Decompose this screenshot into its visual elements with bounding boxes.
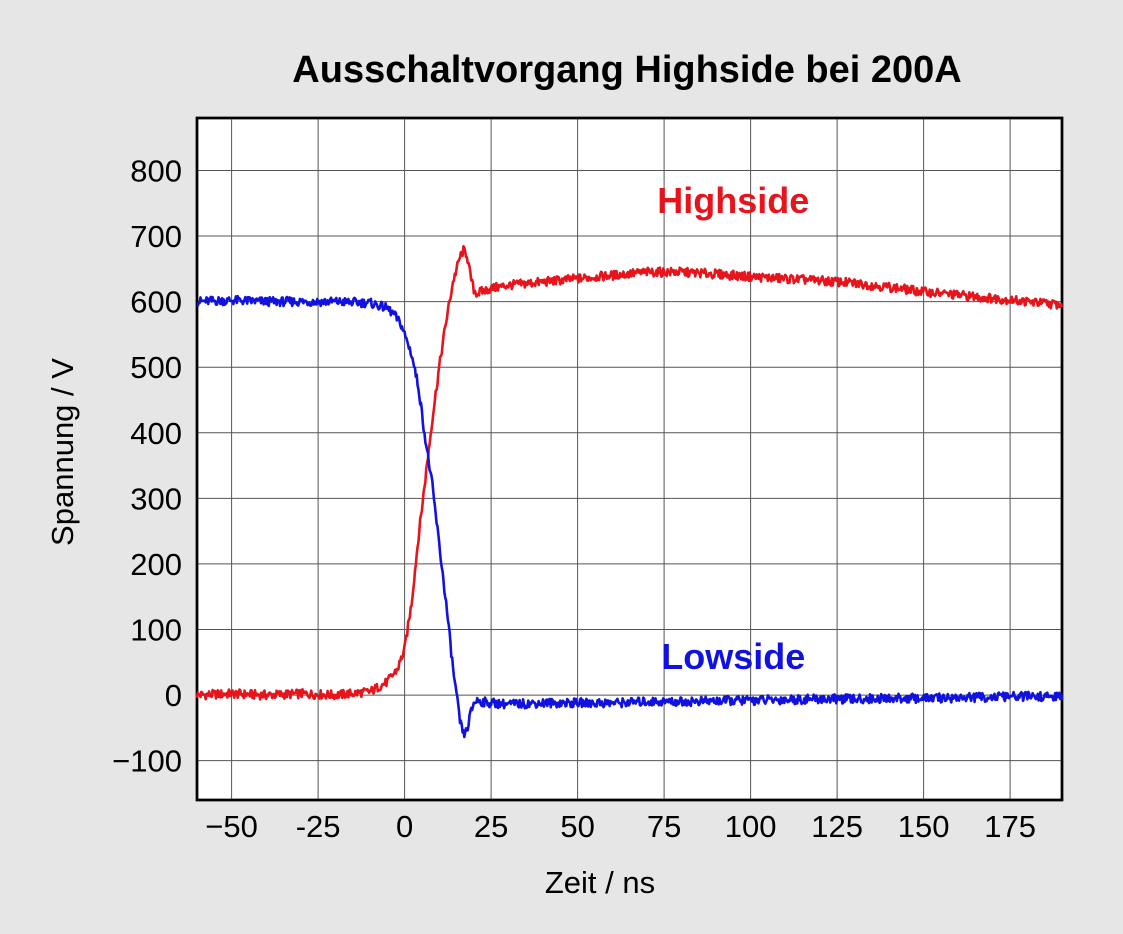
x-axis-label: Zeit / ns [545, 865, 655, 900]
x-tick-label: −50 [205, 809, 258, 844]
series-label-highside: Highside [657, 180, 809, 221]
plot-area [195, 116, 1064, 802]
x-tick-label: 175 [984, 809, 1036, 844]
y-axis-ticks: −100 0 100 200 300 400 500 600 700 800 [112, 153, 182, 778]
chart-title: Ausschaltvorgang Highside bei 200A [292, 49, 961, 91]
y-tick-label: 200 [130, 547, 182, 582]
x-tick-label: 125 [811, 809, 863, 844]
x-tick-label: 50 [560, 809, 594, 844]
y-tick-label: 100 [130, 613, 182, 648]
series-labels: Highside Lowside [657, 180, 809, 677]
y-tick-label: 400 [130, 416, 182, 451]
x-tick-label: 100 [725, 809, 777, 844]
x-tick-label: 25 [474, 809, 508, 844]
y-tick-label: −100 [112, 744, 182, 779]
y-tick-label: 500 [130, 350, 182, 385]
series-lines [195, 245, 1064, 739]
y-tick-label: 300 [130, 481, 182, 516]
x-tick-label: 75 [647, 809, 681, 844]
x-tick-label: 150 [898, 809, 950, 844]
x-axis-ticks: −50 -25 0 25 50 75 100 125 150 175 [205, 809, 1036, 844]
x-tick-label: 0 [396, 809, 413, 844]
x-tick-label: -25 [296, 809, 341, 844]
plot-frame [195, 116, 1064, 802]
y-tick-label: 700 [130, 219, 182, 254]
series-line-highside [195, 245, 1064, 701]
series-line-lowside [196, 294, 1064, 739]
y-axis-label: Spannung / V [45, 358, 80, 546]
y-tick-label: 800 [130, 153, 182, 188]
y-tick-label: 600 [130, 285, 182, 320]
y-tick-label: 0 [165, 678, 182, 713]
series-label-lowside: Lowside [661, 636, 805, 677]
